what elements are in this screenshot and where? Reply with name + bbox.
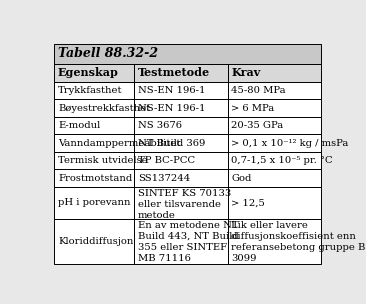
Bar bbox=[228, 117, 321, 134]
Text: Lik eller lavere
diffusjonskoeffisient enn
referansebetong gruppe B i NS
3099: Lik eller lavere diffusjonskoeffisient e… bbox=[231, 221, 366, 263]
Text: 0,7-1,5 x 10⁻⁵ pr. °C: 0,7-1,5 x 10⁻⁵ pr. °C bbox=[231, 156, 333, 165]
Text: TP BC-PCC: TP BC-PCC bbox=[138, 156, 195, 165]
Bar bbox=[228, 99, 321, 117]
Text: God: God bbox=[231, 174, 252, 183]
Bar bbox=[54, 134, 134, 152]
Bar bbox=[134, 152, 228, 169]
Bar bbox=[54, 99, 134, 117]
Text: Termisk utvidelse: Termisk utvidelse bbox=[58, 156, 147, 165]
Text: 20-35 GPa: 20-35 GPa bbox=[231, 121, 284, 130]
Text: NT Build 369: NT Build 369 bbox=[138, 139, 205, 147]
Text: 45-80 MPa: 45-80 MPa bbox=[231, 86, 286, 95]
Text: Bøyestrekkfasthet: Bøyestrekkfasthet bbox=[58, 103, 150, 112]
Bar bbox=[54, 64, 134, 82]
Bar bbox=[134, 82, 228, 99]
Bar bbox=[228, 219, 321, 264]
Text: SS137244: SS137244 bbox=[138, 174, 190, 183]
Text: Krav: Krav bbox=[231, 67, 261, 78]
Bar bbox=[54, 82, 134, 99]
Bar bbox=[54, 152, 134, 169]
Bar bbox=[54, 43, 321, 64]
Bar bbox=[54, 117, 134, 134]
Bar bbox=[134, 134, 228, 152]
Bar bbox=[228, 152, 321, 169]
Bar bbox=[228, 187, 321, 219]
Bar bbox=[134, 99, 228, 117]
Text: NS-EN 196-1: NS-EN 196-1 bbox=[138, 86, 205, 95]
Text: pH i porevann: pH i porevann bbox=[58, 198, 130, 207]
Text: Frostmotstand: Frostmotstand bbox=[58, 174, 132, 183]
Text: Vanndamppermeabilitet: Vanndamppermeabilitet bbox=[58, 139, 180, 147]
Text: > 6 MPa: > 6 MPa bbox=[231, 103, 274, 112]
Text: En av metodene NT
Build 443, NT Build
355 eller SINTEF
MB 71116: En av metodene NT Build 443, NT Build 35… bbox=[138, 221, 239, 263]
Text: SINTEF KS 70133
eller tilsvarende
metode: SINTEF KS 70133 eller tilsvarende metode bbox=[138, 189, 231, 220]
Bar bbox=[54, 187, 134, 219]
Text: > 12,5: > 12,5 bbox=[231, 198, 265, 207]
Text: Egenskap: Egenskap bbox=[58, 67, 119, 78]
Bar bbox=[134, 117, 228, 134]
Text: Trykkfasthet: Trykkfasthet bbox=[58, 86, 123, 95]
Text: Kloriddiffusjon: Kloriddiffusjon bbox=[58, 237, 133, 246]
Text: Tabell 88.32-2: Tabell 88.32-2 bbox=[58, 47, 158, 60]
Bar bbox=[134, 219, 228, 264]
Text: NS 3676: NS 3676 bbox=[138, 121, 182, 130]
Bar bbox=[228, 169, 321, 187]
Text: Testmetode: Testmetode bbox=[138, 67, 210, 78]
Bar bbox=[228, 82, 321, 99]
Text: NS-EN 196-1: NS-EN 196-1 bbox=[138, 103, 205, 112]
Bar bbox=[134, 64, 228, 82]
Bar bbox=[134, 187, 228, 219]
Bar bbox=[228, 64, 321, 82]
Bar bbox=[54, 219, 134, 264]
Text: > 0,1 x 10⁻¹² kg / msPa: > 0,1 x 10⁻¹² kg / msPa bbox=[231, 139, 349, 147]
Bar bbox=[54, 169, 134, 187]
Bar bbox=[134, 169, 228, 187]
Bar bbox=[228, 134, 321, 152]
Text: E-modul: E-modul bbox=[58, 121, 100, 130]
